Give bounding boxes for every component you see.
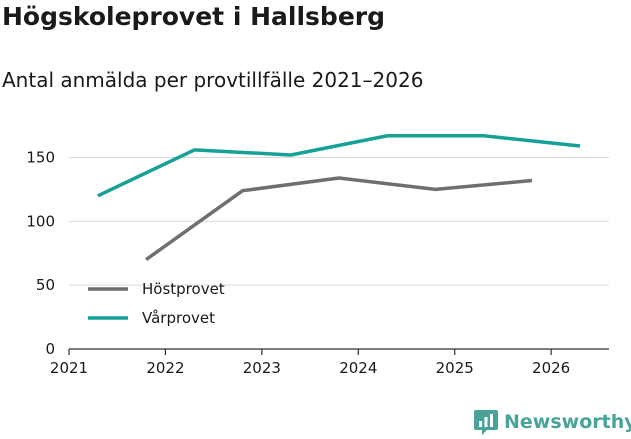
x-tick-label: 2022 bbox=[146, 359, 184, 377]
chart-title: Högskoleprovet i Hallsberg bbox=[2, 2, 385, 31]
x-tick-label: 2025 bbox=[436, 359, 474, 377]
x-tick-label: 2021 bbox=[50, 359, 88, 377]
bar-chart-logo-icon bbox=[474, 410, 498, 435]
series-lines bbox=[97, 134, 581, 262]
y-tick-label: 0 bbox=[45, 340, 55, 358]
legend-label: Vårprovet bbox=[142, 309, 215, 327]
series-line-hostprovet bbox=[145, 176, 533, 262]
legend-label: Höstprovet bbox=[142, 280, 225, 298]
x-tick-label: 2024 bbox=[339, 359, 377, 377]
y-axis: 0 50 100 150 bbox=[26, 149, 55, 358]
brand-logo: Newsworthy bbox=[474, 406, 631, 438]
brand-name: Newsworthy bbox=[504, 411, 631, 433]
x-tick-label: 2026 bbox=[532, 359, 570, 377]
y-tick-label: 50 bbox=[36, 276, 55, 294]
x-axis: 2021 2022 2023 2024 2025 2026 bbox=[50, 348, 609, 377]
chart-subtitle: Antal anmälda per provtillfälle 2021–202… bbox=[2, 68, 424, 92]
series-line-varprovet bbox=[97, 134, 581, 198]
grid-lines bbox=[69, 157, 609, 286]
y-tick-label: 100 bbox=[26, 212, 55, 230]
y-tick-label: 150 bbox=[26, 149, 55, 167]
x-tick-label: 2023 bbox=[243, 359, 281, 377]
legend: Höstprovet Vårprovet bbox=[88, 280, 225, 327]
